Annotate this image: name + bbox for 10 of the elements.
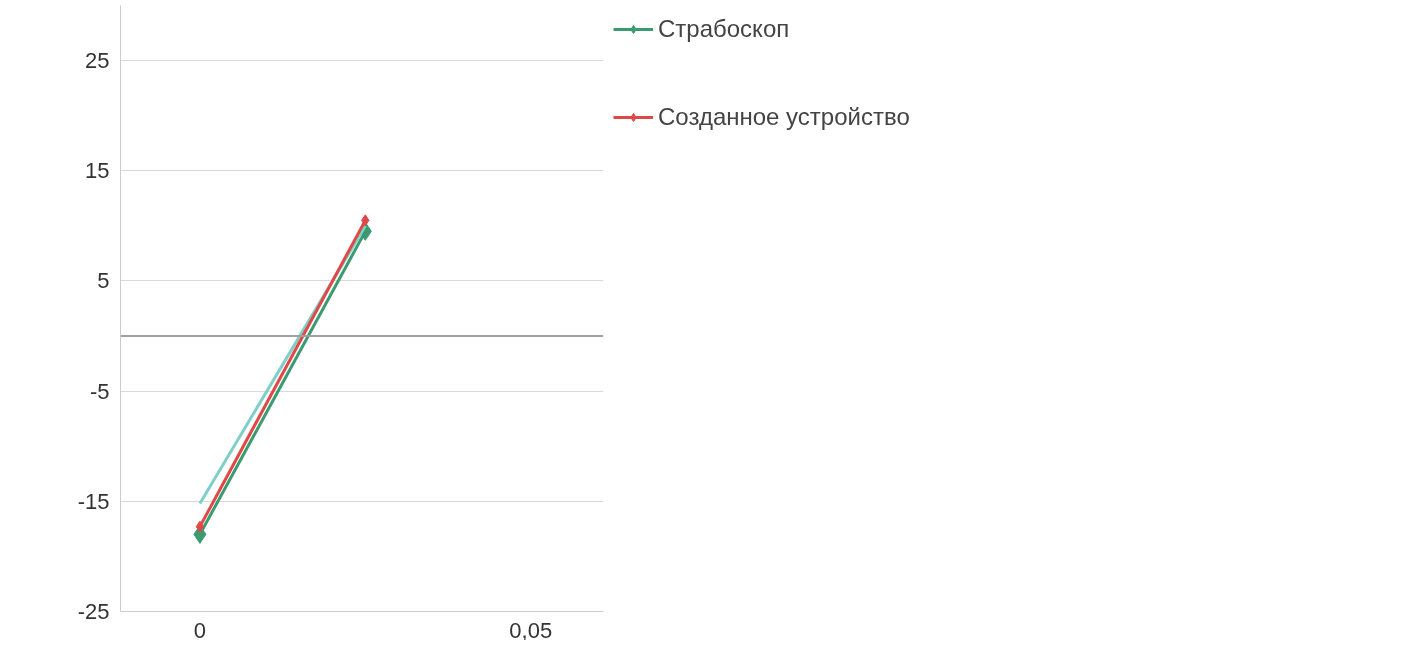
x-tick-label: 0,05 [509, 617, 553, 643]
legend-label: Страбоскоп [658, 15, 790, 43]
y-tick-label: 25 [85, 48, 110, 74]
y-tick-label: -25 [77, 599, 110, 624]
x-tick-label: 0 [193, 617, 207, 643]
y-tick-label: -5 [89, 378, 110, 404]
y-tick-label: 5 [97, 268, 110, 294]
y-tick-label: 15 [85, 158, 110, 184]
legend-label: Созданное устройство [658, 103, 910, 131]
y-tick-label: -15 [77, 488, 110, 514]
